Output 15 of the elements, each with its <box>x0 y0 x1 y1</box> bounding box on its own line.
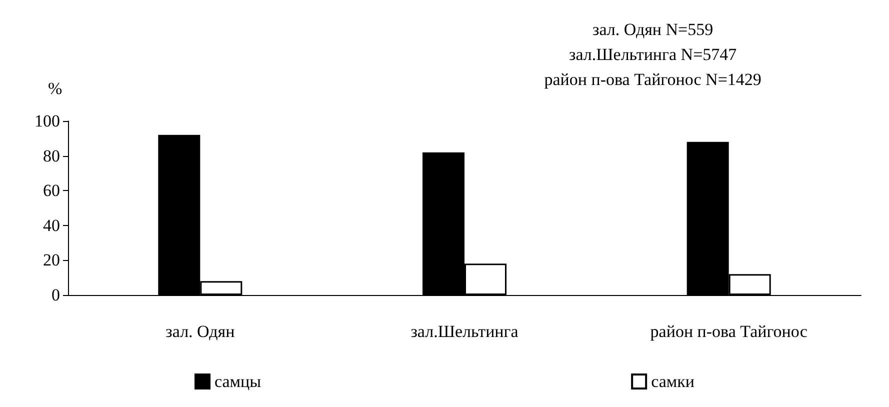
text: зал. Одян N=559 <box>592 20 714 39</box>
y-axis-title: % <box>48 79 62 98</box>
x-tick-label: район п-ова Тайгонос <box>650 322 808 341</box>
y-tick-label: 20 <box>43 250 60 270</box>
y-tick-label: 0 <box>52 286 60 304</box>
y-tick-label: 60 <box>43 181 60 200</box>
y-tick-label: 40 <box>43 216 60 235</box>
legend-label: самцы <box>214 372 262 391</box>
x-tick-label: зал. Одян <box>166 322 235 341</box>
legend-label: самки <box>651 372 695 391</box>
x-tick-label: зал.Шельтинга <box>410 322 519 341</box>
y-tick-label: 80 <box>43 146 60 166</box>
text: район п-ова Тайгонос N=1429 <box>544 70 762 89</box>
y-tick-label: 100 <box>34 112 60 130</box>
text: зал.Шельтинга N=5747 <box>568 45 738 64</box>
